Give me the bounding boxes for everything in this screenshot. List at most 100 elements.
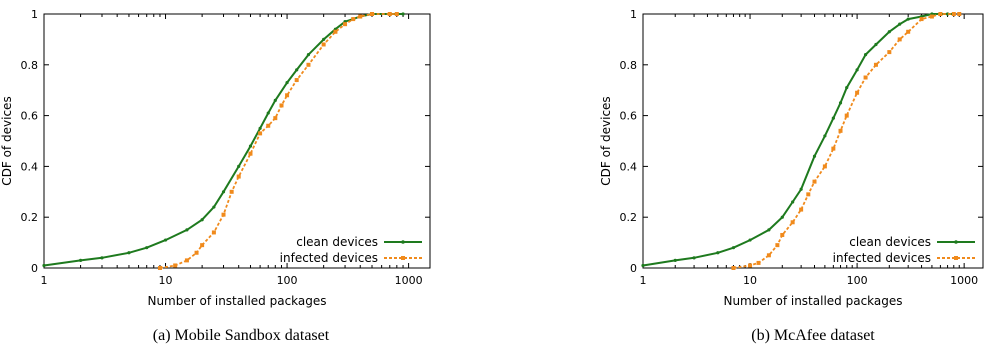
data-point-infected [831, 146, 836, 151]
data-point-infected [173, 263, 178, 268]
y-tick-label: 0 [31, 262, 38, 275]
data-point-infected [822, 164, 827, 169]
legend-label-clean: clean devices [296, 235, 378, 249]
legend-marker-infected [954, 256, 958, 260]
x-tick-label: 100 [847, 274, 868, 287]
data-point-infected [236, 174, 241, 179]
y-tick-label: 0.6 [620, 110, 638, 123]
data-point-infected [258, 131, 263, 136]
plot-frame [642, 13, 984, 269]
y-tick-label: 1 [630, 8, 637, 21]
panel-caption: (a) Mobile Sandbox dataset [153, 327, 330, 344]
y-tick-label: 0.8 [21, 59, 39, 72]
data-point-clean [731, 246, 736, 250]
data-point-infected [812, 179, 817, 184]
data-point-infected [756, 260, 761, 265]
data-point-clean [863, 53, 868, 57]
data-point-clean [855, 68, 859, 72]
data-point-infected [157, 266, 162, 270]
data-point-infected [838, 128, 843, 133]
x-tick-label: 1000 [395, 274, 423, 287]
x-tick-label: 10 [159, 274, 173, 287]
data-point-infected [333, 29, 338, 34]
data-point-clean [748, 238, 752, 242]
data-point-clean [258, 126, 262, 130]
data-point-infected [873, 62, 878, 67]
x-tick-label: 1 [41, 274, 48, 287]
data-point-clean [306, 53, 311, 57]
data-point-infected [370, 12, 375, 16]
data-point-infected [790, 220, 795, 225]
legend-label-clean: clean devices [849, 235, 931, 249]
data-point-clean [322, 37, 326, 42]
data-point-clean [163, 238, 168, 242]
y-axis-label: CDF of devices [599, 96, 613, 185]
data-point-clean [295, 68, 299, 72]
data-point-infected [929, 14, 934, 19]
data-point-infected [248, 151, 253, 156]
data-point-clean [221, 190, 226, 194]
x-tick-label: 1 [640, 274, 647, 287]
data-point-infected [844, 113, 849, 118]
data-point-infected [279, 103, 284, 108]
data-point-clean [401, 12, 405, 16]
x-axis-label: Number of installed packages [147, 294, 326, 308]
legend-label-infected: infected devices [280, 251, 378, 265]
data-point-infected [184, 258, 189, 263]
data-point-clean [248, 144, 253, 148]
data-point-clean [145, 246, 149, 250]
data-point-clean [237, 164, 241, 168]
data-point-infected [211, 230, 216, 235]
data-point-clean [812, 154, 817, 158]
data-point-infected [387, 12, 392, 16]
x-axis-label: Number of installed packages [723, 294, 902, 308]
data-point-infected [957, 12, 962, 16]
x-tick-label: 100 [277, 274, 298, 287]
legend-marker-clean [401, 240, 405, 244]
y-tick-label: 1 [31, 8, 38, 21]
plot-frame [43, 13, 431, 269]
legend-label-infected: infected devices [833, 251, 931, 265]
data-point-clean [799, 187, 803, 191]
y-tick-label: 0.2 [21, 211, 39, 224]
legend-marker-infected [401, 256, 405, 260]
data-point-infected [394, 12, 399, 16]
data-point-infected [855, 90, 860, 95]
y-tick-label: 0.4 [620, 160, 638, 173]
data-point-infected [321, 42, 326, 47]
y-tick-label: 0.4 [21, 160, 39, 173]
data-point-clean [285, 80, 289, 85]
data-point-clean [838, 101, 843, 105]
data-point-infected [766, 253, 771, 258]
y-tick-label: 0.2 [620, 211, 638, 224]
data-point-clean [673, 258, 677, 262]
data-point-clean [716, 251, 720, 255]
data-point-infected [266, 123, 271, 128]
series-line-infected [159, 13, 397, 269]
data-point-clean [78, 258, 83, 262]
y-tick-label: 0.6 [21, 110, 39, 123]
data-point-clean [266, 111, 270, 115]
data-point-infected [951, 12, 956, 16]
data-point-infected [229, 189, 234, 194]
series-line-clean [642, 13, 954, 267]
x-tick-label: 10 [743, 274, 757, 287]
data-point-infected [897, 37, 902, 42]
data-point-infected [938, 12, 943, 16]
data-point-clean [887, 30, 891, 34]
data-point-infected [775, 243, 780, 248]
y-axis-label: CDF of devices [0, 96, 14, 185]
data-point-infected [294, 78, 299, 83]
data-point-infected [780, 232, 785, 237]
data-point-clean [831, 116, 835, 120]
data-point-clean [898, 22, 902, 26]
data-point-clean [823, 134, 827, 138]
data-point-infected [194, 250, 199, 255]
data-point-infected [343, 22, 348, 27]
data-point-clean [641, 263, 645, 268]
data-point-infected [731, 266, 736, 270]
data-point-infected [906, 29, 911, 34]
panel-b: 0 0.2 0.4 0.6 0.8 1 1 10 100 1000 Number of instal… [599, 8, 984, 344]
data-point-clean [42, 263, 46, 268]
